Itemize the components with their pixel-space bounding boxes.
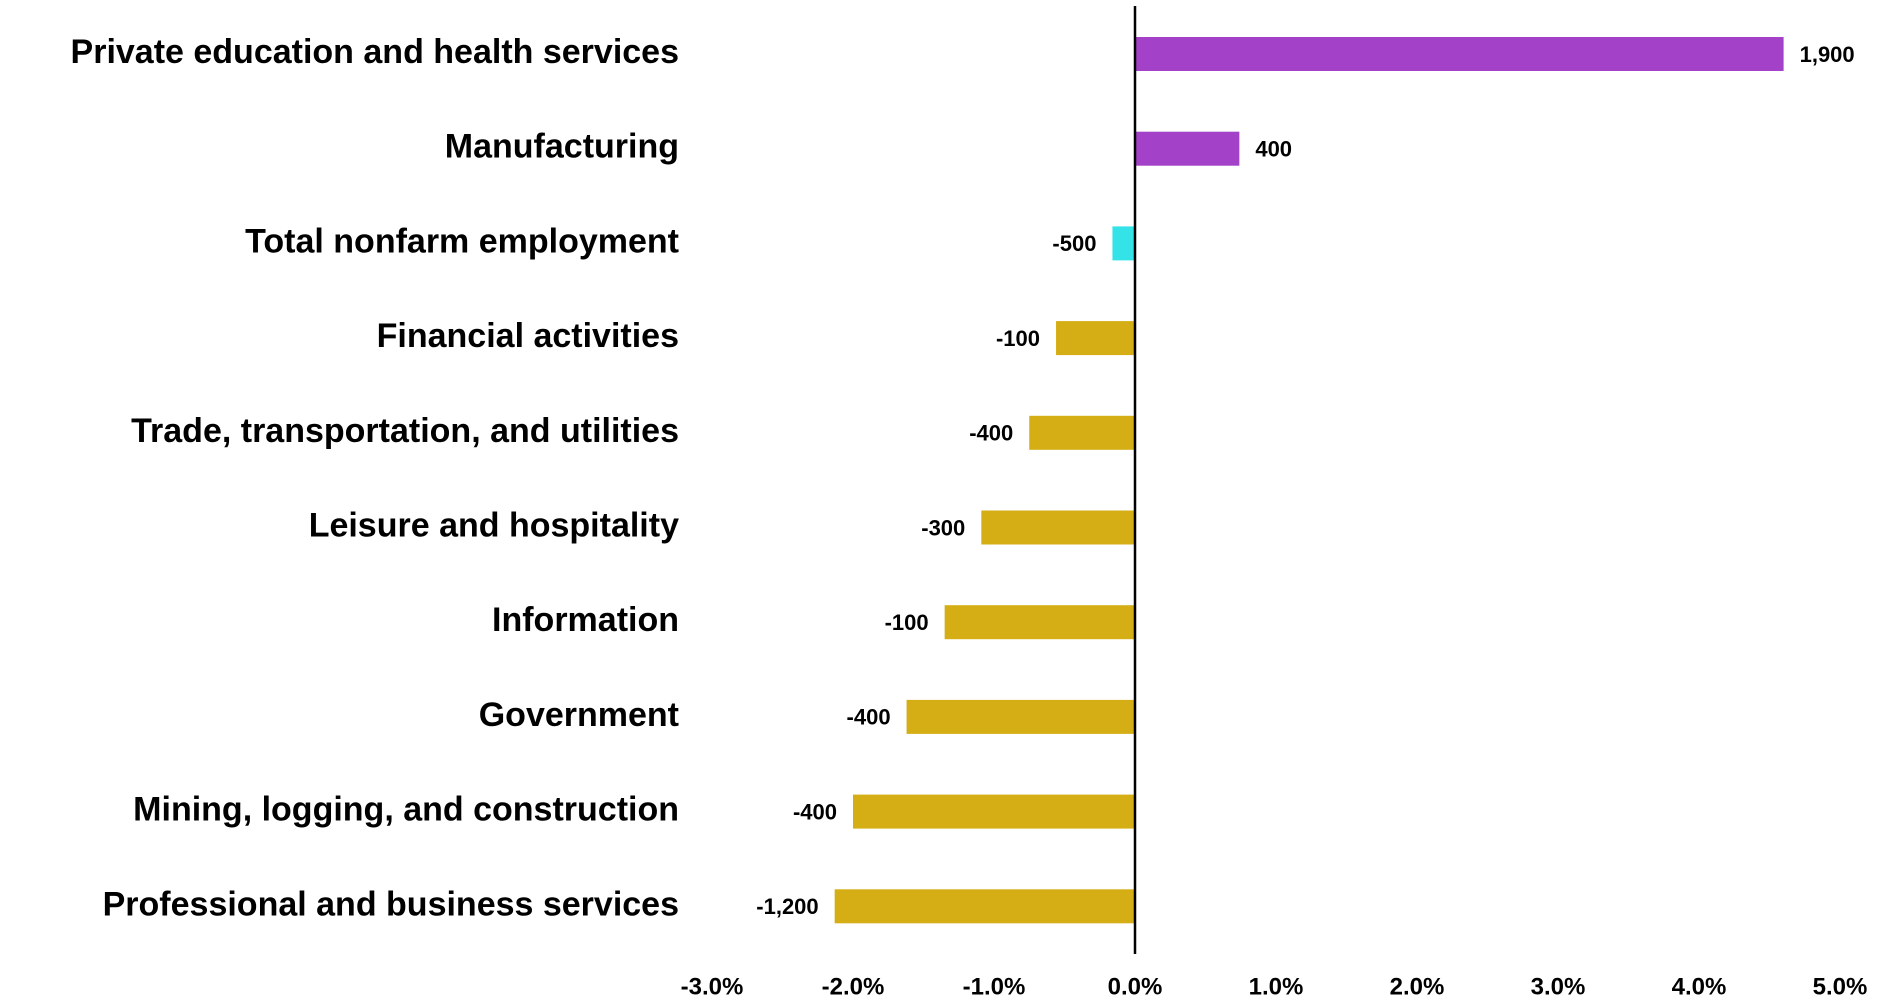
- value-label: -300: [921, 515, 965, 540]
- category-label: Manufacturing: [445, 128, 679, 166]
- value-label: -1,200: [756, 894, 818, 919]
- category-label: Government: [479, 696, 679, 734]
- bar: [944, 605, 1135, 640]
- category-label: Total nonfarm employment: [245, 222, 679, 260]
- category-label: Information: [492, 601, 679, 639]
- value-label: -400: [847, 705, 891, 730]
- value-label: 400: [1255, 137, 1292, 162]
- value-label: -100: [885, 610, 929, 635]
- value-label: 1,900: [1800, 42, 1855, 67]
- bar: [853, 794, 1135, 829]
- bar: [981, 510, 1135, 545]
- category-label: Leisure and hospitality: [309, 506, 679, 544]
- bar: [906, 699, 1135, 734]
- category-label: Financial activities: [377, 317, 679, 355]
- bar: [1112, 226, 1135, 261]
- bar: [834, 889, 1135, 924]
- x-tick-label: 2.0%: [1390, 973, 1445, 998]
- category-label: Trade, transportation, and utilities: [131, 412, 679, 450]
- x-tick-label: -1.0%: [963, 973, 1026, 998]
- x-tick-label: 4.0%: [1672, 973, 1727, 998]
- category-label: Mining, logging, and construction: [133, 791, 679, 829]
- bar: [1135, 37, 1784, 71]
- x-tick-label: 1.0%: [1249, 973, 1304, 998]
- x-tick-label: -2.0%: [822, 973, 885, 998]
- bar: [1056, 321, 1135, 356]
- value-label: -400: [793, 799, 837, 824]
- x-tick-label: 5.0%: [1813, 973, 1868, 998]
- bar: [1029, 415, 1135, 450]
- x-tick-label: 3.0%: [1531, 973, 1586, 998]
- value-label: -500: [1052, 231, 1096, 256]
- category-label: Professional and business services: [103, 885, 679, 923]
- bar: [1135, 131, 1240, 166]
- x-tick-label: 0.0%: [1108, 973, 1163, 998]
- x-tick-label: -3.0%: [681, 973, 744, 998]
- value-label: -400: [969, 421, 1013, 446]
- category-label: Private education and health services: [71, 33, 679, 71]
- value-label: -100: [996, 326, 1040, 351]
